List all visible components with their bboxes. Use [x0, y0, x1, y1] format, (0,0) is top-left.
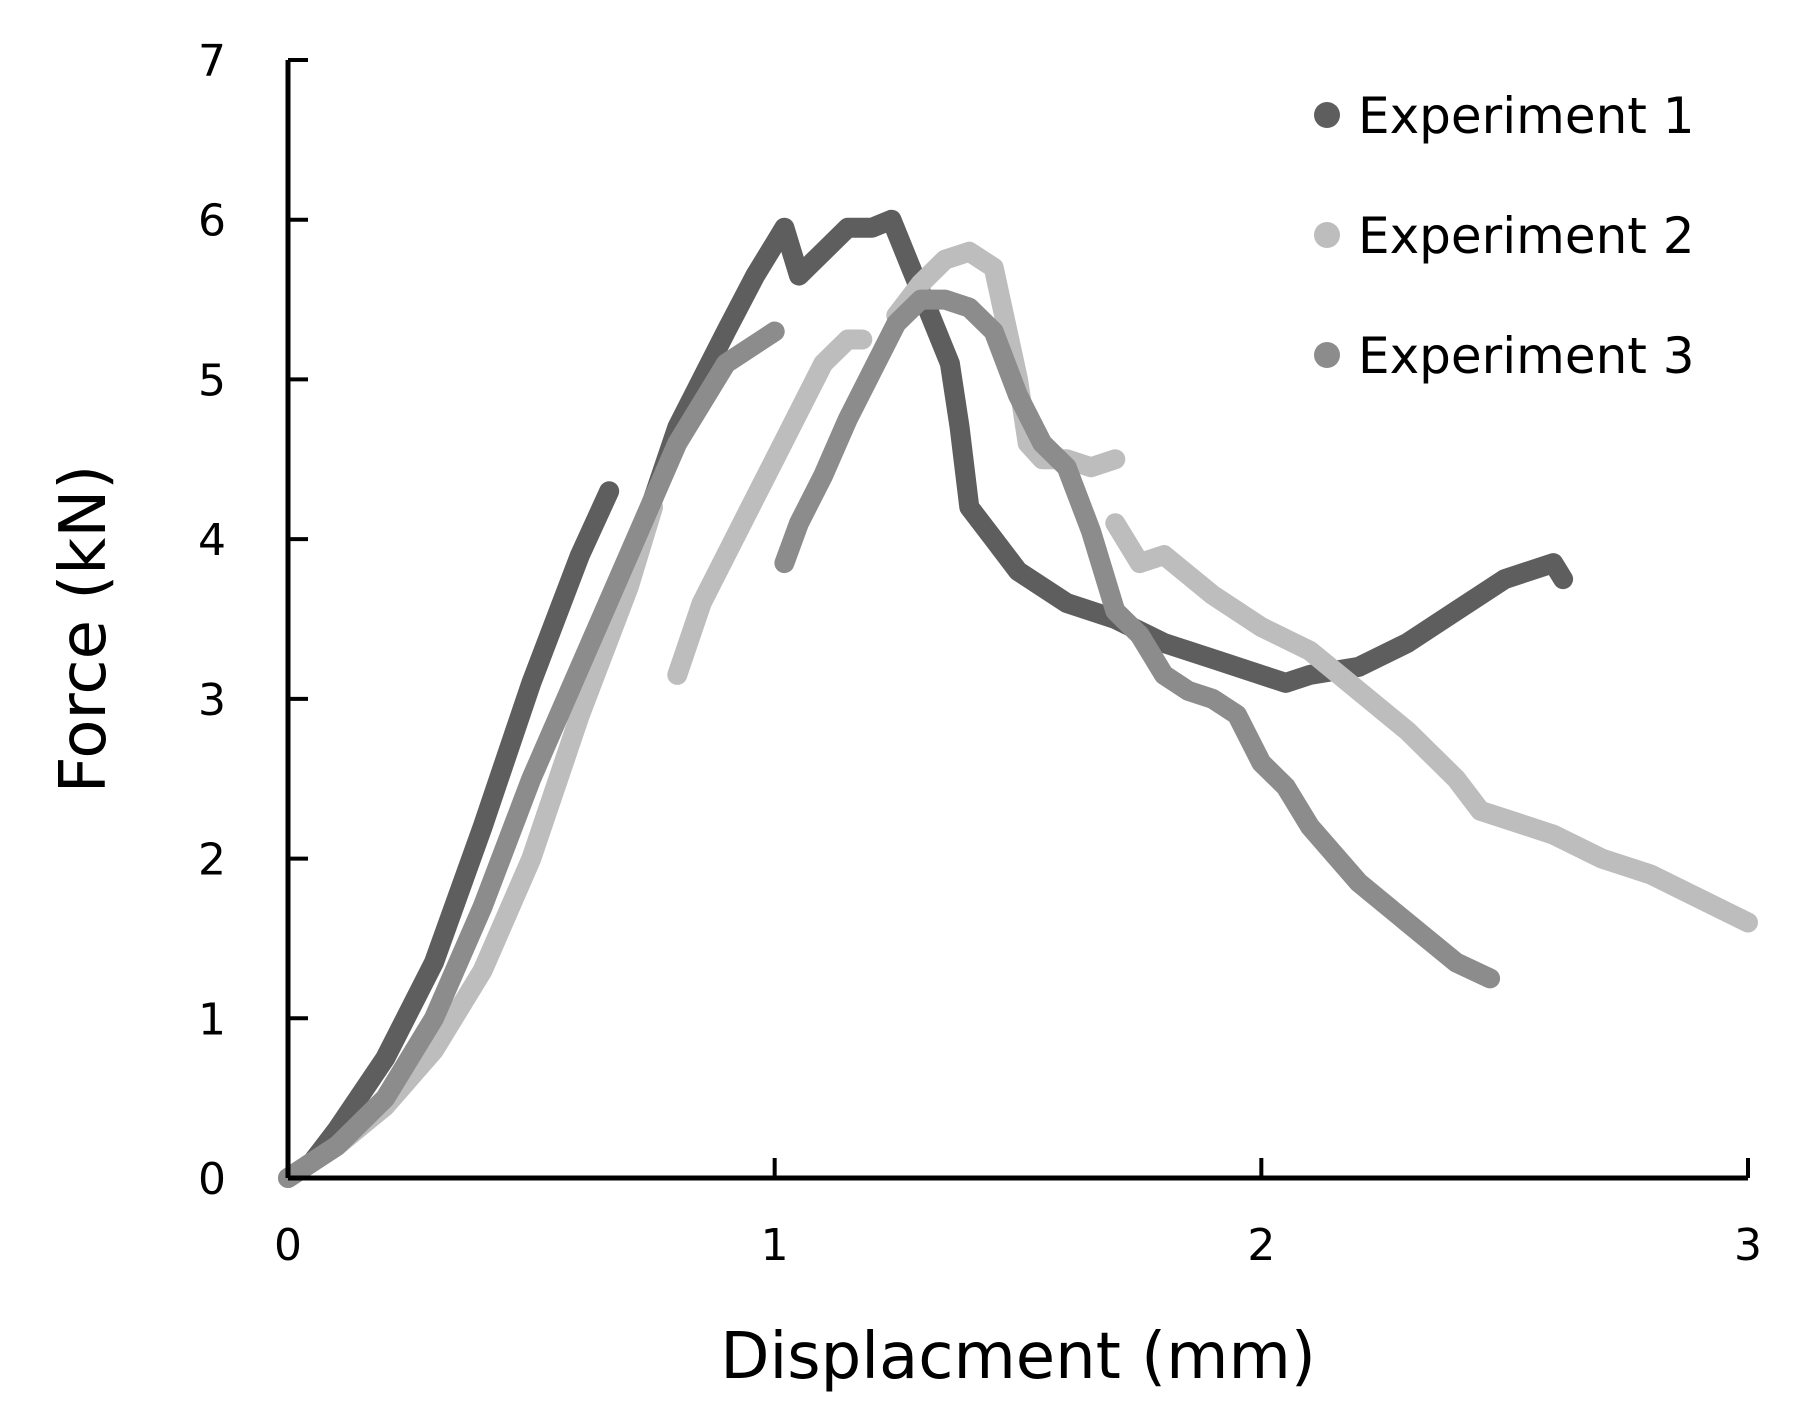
y-tick-label: 3: [198, 675, 226, 726]
x-tick-label: 1: [761, 1220, 789, 1271]
legend-marker-3: [1314, 342, 1340, 368]
x-ticks: 0 1 2 3: [274, 1158, 1762, 1271]
legend-label-1: Experiment 1: [1358, 87, 1695, 145]
y-tick-label: 0: [198, 1154, 226, 1205]
legend-marker-2: [1314, 222, 1340, 248]
series-3-segment: [278, 321, 785, 1188]
plot-marks: [278, 209, 1758, 1188]
legend-label-2: Experiment 2: [1358, 207, 1695, 265]
x-tick-label: 2: [1247, 1220, 1275, 1271]
legend-marker-1: [1314, 102, 1340, 128]
series-2-segment: [667, 329, 873, 685]
y-axis-title: Force (kN): [47, 465, 121, 793]
y-ticks: 0 1 2 3 4 5 6 7: [198, 36, 308, 1205]
x-tick-label: 3: [1734, 1220, 1762, 1271]
axes: 0 1 2 3 0 1 2 3 4 5 6 7: [198, 36, 1762, 1271]
y-tick-label: 5: [198, 355, 226, 406]
y-tick-label: 7: [198, 36, 226, 87]
series-3: [278, 289, 1501, 1188]
series-1-segment: [278, 481, 620, 1188]
series-3-segment: [774, 289, 1501, 989]
series-1-segment: [599, 209, 1574, 693]
legend: Experiment 1 Experiment 2 Experiment 3: [1314, 87, 1695, 385]
legend-label-3: Experiment 3: [1358, 327, 1695, 385]
y-tick-label: 1: [198, 994, 226, 1045]
x-axis-title: Displacment (mm): [720, 1320, 1316, 1394]
y-tick-label: 6: [198, 196, 226, 247]
y-tick-label: 2: [198, 835, 226, 886]
y-tick-label: 4: [198, 515, 226, 566]
series-2-segment: [1105, 513, 1758, 933]
x-tick-label: 0: [274, 1220, 302, 1271]
